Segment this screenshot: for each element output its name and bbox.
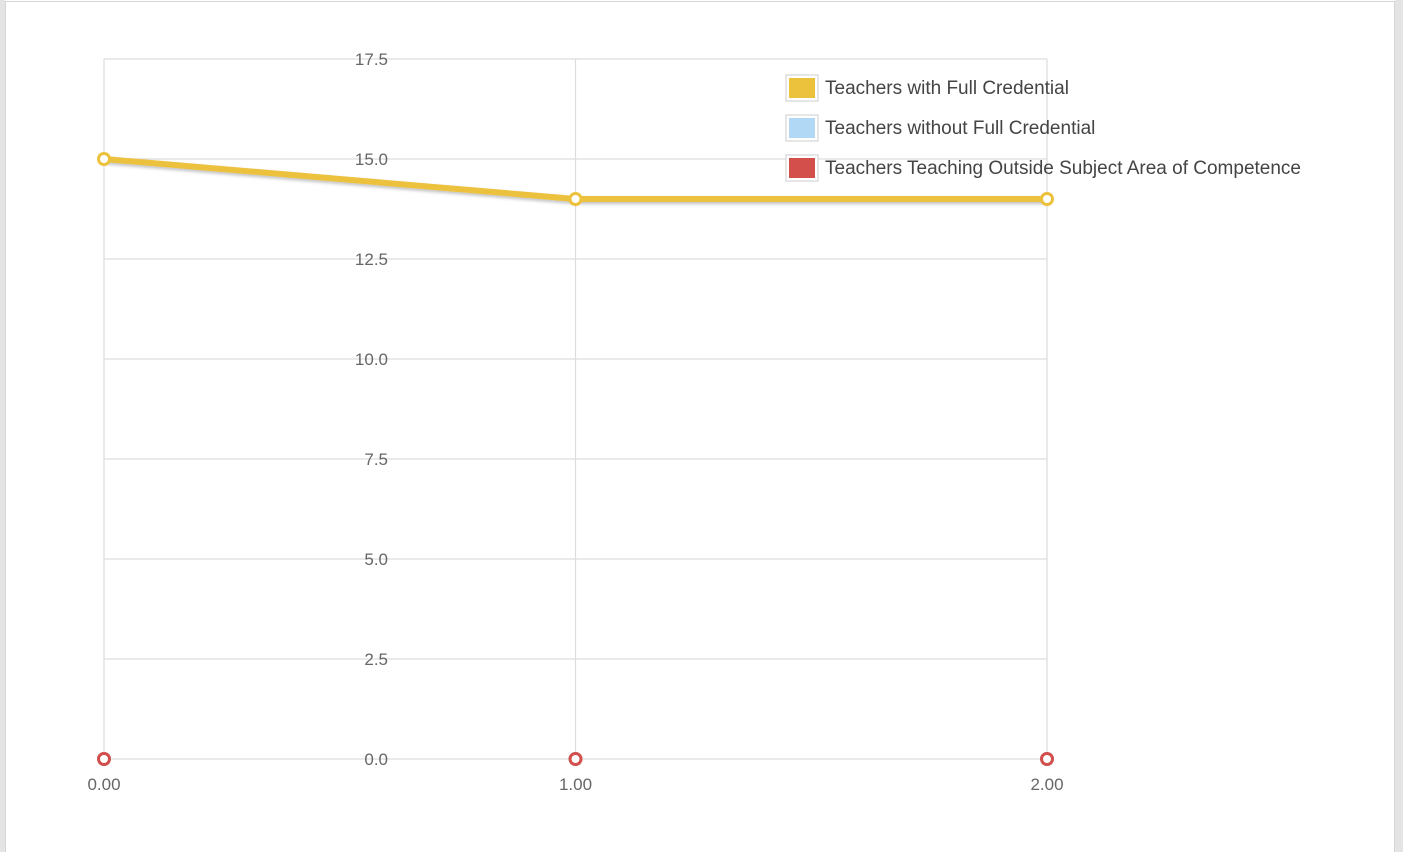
legend-swatch [789, 158, 815, 178]
y-tick-label: 15.0 [355, 150, 388, 169]
x-tick-label: 2.00 [1030, 775, 1063, 794]
legend-label: Teachers Teaching Outside Subject Area o… [825, 158, 1301, 179]
legend-swatch [789, 118, 815, 138]
legend-label: Teachers without Full Credential [825, 118, 1095, 139]
legend-swatch [789, 78, 815, 98]
data-point[interactable] [1040, 192, 1054, 206]
data-point[interactable] [568, 192, 583, 206]
data-point[interactable] [97, 152, 111, 166]
legend: Teachers with Full Credential Teachers wi… [785, 74, 1301, 182]
x-axis-tick-labels: 0.00 1.00 2.00 [87, 775, 1063, 794]
data-point[interactable] [568, 752, 583, 766]
window-right-edge [1395, 0, 1403, 852]
legend-label: Teachers with Full Credential [825, 78, 1069, 99]
y-tick-label: 5.0 [364, 550, 388, 569]
y-tick-label: 17.5 [355, 50, 388, 69]
chart-frame [5, 1, 1395, 852]
y-axis-tick-labels: 0.02.55.07.510.012.515.017.5 [355, 50, 388, 769]
y-tick-label: 7.5 [364, 450, 388, 469]
window-left-edge [0, 0, 5, 852]
y-tick-label: 12.5 [355, 250, 388, 269]
x-tick-label: 1.00 [559, 775, 592, 794]
x-tick-label: 0.00 [87, 775, 120, 794]
data-points [97, 152, 1054, 766]
y-tick-label: 2.5 [364, 650, 388, 669]
data-point[interactable] [1040, 752, 1054, 766]
y-tick-label: 10.0 [355, 350, 388, 369]
data-point[interactable] [97, 752, 111, 766]
